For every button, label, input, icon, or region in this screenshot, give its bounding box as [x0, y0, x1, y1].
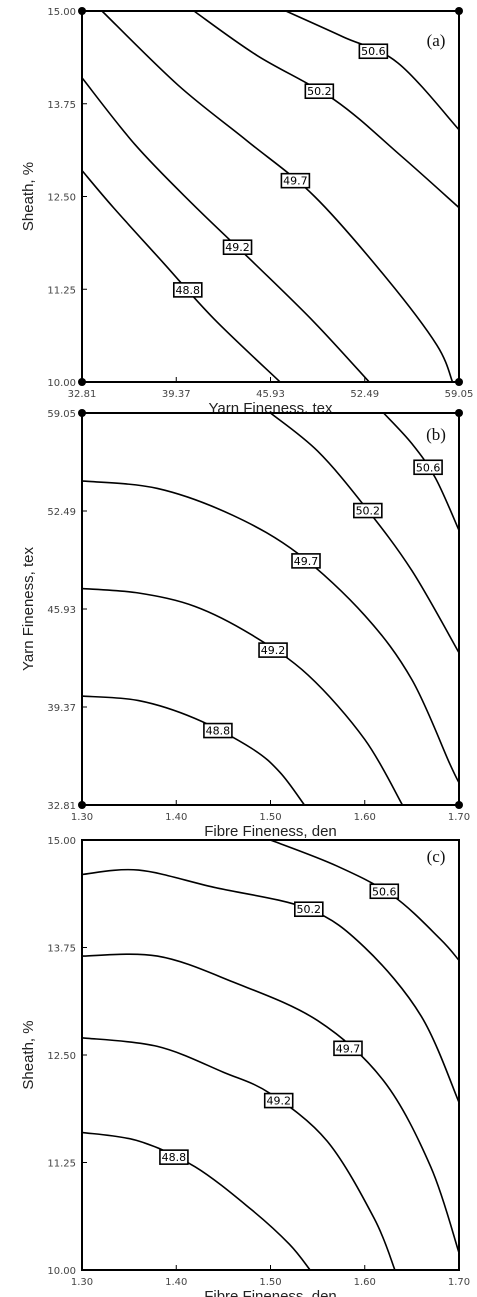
- contour-label: 50.2: [297, 903, 322, 916]
- y-tick-label: 45.93: [47, 605, 76, 616]
- y-tick-label: 52.49: [47, 507, 76, 518]
- x-tick-label: 39.37: [162, 389, 191, 400]
- contour-label: 50.2: [356, 505, 381, 518]
- panel-letter: (c): [427, 847, 446, 866]
- contour-label-box: [304, 83, 335, 100]
- contour-label-box: [358, 43, 389, 60]
- contour-label-box: [203, 722, 233, 739]
- y-tick-label: 39.37: [47, 703, 76, 714]
- contour-label: 50.6: [361, 45, 386, 58]
- x-tick-label: 1.40: [165, 812, 187, 823]
- contour-label-box: [258, 642, 288, 658]
- corner-marker: [455, 7, 463, 15]
- contour-label-box: [369, 883, 400, 900]
- x-tick-label: 52.49: [350, 389, 379, 400]
- contour-label-box: [291, 553, 321, 569]
- x-tick-label: 1.60: [354, 1277, 376, 1288]
- x-tick-label: 1.60: [354, 812, 376, 823]
- contour-line-49-7: [81, 480, 460, 784]
- y-tick-label: 15.00: [47, 836, 76, 847]
- contour-label-box: [263, 1092, 294, 1109]
- contour-line-48-8: [81, 170, 281, 383]
- corner-marker: [455, 409, 463, 417]
- panel-b: 48.8 49.2 49.7 50.2 50.6 1.30 1.40 1.50 1.60 1.70…: [20, 409, 470, 840]
- y-tick-label: 11.25: [47, 285, 76, 296]
- y-axis-label: Sheath, %: [20, 1020, 37, 1089]
- y-tick-label: 13.75: [47, 100, 76, 111]
- contour-line-50-2: [193, 10, 460, 209]
- x-tick-label: 1.50: [259, 1277, 281, 1288]
- contour-line-49-2: [81, 587, 404, 806]
- x-tick-label: 1.40: [165, 1277, 187, 1288]
- contour-label-box: [413, 459, 443, 476]
- panel-c: 48.8 49.2 49.7 50.2 50.6 1.30 1.40 1.50 1.60 1.70…: [20, 836, 470, 1297]
- plot-frame: [81, 10, 460, 383]
- contour-label-box: [333, 1040, 363, 1057]
- panel-letter: (a): [427, 31, 446, 50]
- x-tick-label: 1.30: [71, 812, 93, 823]
- contour-label: 49.7: [283, 175, 308, 188]
- x-tick-label: 32.81: [68, 389, 97, 400]
- contour-label-box: [353, 502, 383, 519]
- contour-label: 50.6: [416, 461, 441, 474]
- contour-line-48-8: [81, 1131, 311, 1271]
- contour-label-box: [280, 172, 311, 189]
- y-tick-label: 10.00: [47, 1266, 76, 1277]
- contour-label: 49.2: [266, 1095, 291, 1108]
- y-tick-label: 13.75: [47, 944, 76, 955]
- y-tick-label: 12.50: [47, 193, 76, 204]
- x-tick-label: 1.30: [71, 1277, 93, 1288]
- x-axis-label: Fibre Fineness, den: [204, 1288, 337, 1297]
- panel-letter: (b): [426, 425, 446, 444]
- contour-label: 48.8: [176, 284, 201, 297]
- contour-line-49-7: [81, 953, 460, 1254]
- y-tick-label: 15.00: [47, 7, 76, 18]
- plot-frame: [81, 839, 460, 1271]
- contour-line-49-7: [101, 10, 454, 383]
- y-tick-label: 12.50: [47, 1051, 76, 1062]
- plot-frame: [81, 412, 460, 806]
- contour-label-box: [159, 1149, 189, 1165]
- contour-label-box: [294, 901, 324, 918]
- x-tick-label: 45.93: [256, 389, 285, 400]
- contour-label: 49.7: [336, 1042, 361, 1055]
- contour-label: 48.8: [206, 725, 231, 738]
- y-axis-label: Sheath, %: [20, 162, 37, 231]
- contour-label: 49.2: [261, 644, 286, 657]
- y-axis-label: Yarn Fineness, tex: [20, 547, 37, 671]
- contour-label-box: [172, 282, 203, 298]
- y-tick-label: 11.25: [47, 1159, 76, 1170]
- y-tick-label: 32.81: [47, 801, 76, 812]
- contour-line-49-2: [81, 77, 370, 383]
- y-tick-label: 10.00: [47, 378, 76, 389]
- x-tick-label: 1.50: [259, 812, 281, 823]
- contour-label: 50.6: [372, 885, 397, 898]
- contour-label-box: [222, 239, 253, 256]
- contour-label: 49.7: [294, 555, 319, 568]
- x-tick-label: 59.05: [445, 389, 474, 400]
- contour-line-50-6: [383, 412, 460, 531]
- y-tick-label: 59.05: [47, 409, 76, 420]
- x-tick-label: 1.70: [448, 1277, 470, 1288]
- contour-label: 49.2: [225, 241, 250, 254]
- contour-label: 50.2: [307, 85, 332, 98]
- x-axis-label: Fibre Fineness, den: [204, 823, 337, 840]
- panel-a: 48.8 49.2 49.7 50.2 50.6 32.81 39.37 45.93 52.49…: [20, 7, 473, 417]
- contour-label: 48.8: [162, 1151, 187, 1164]
- x-tick-label: 1.70: [448, 812, 470, 823]
